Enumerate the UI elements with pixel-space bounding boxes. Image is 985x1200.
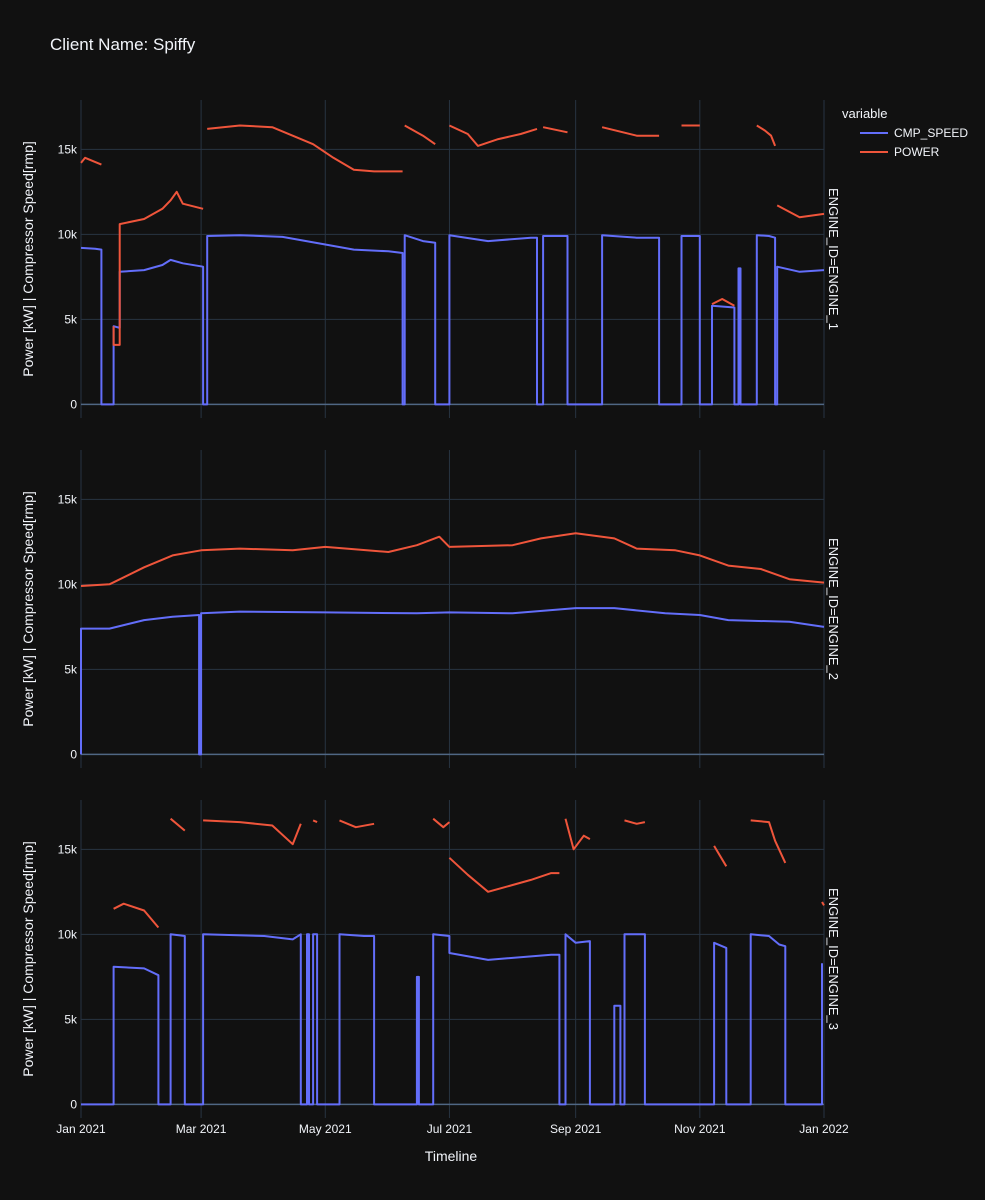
panel-1: 0 5k 10k 15k Power [kW] | Compressor Speed[r… — [20, 100, 841, 418]
series-cmp-speed-line[interactable] — [81, 933, 823, 1106]
y-tick-label: 10k — [58, 227, 78, 241]
series-cmp-speed-line[interactable] — [80, 234, 825, 406]
series-power-line[interactable] — [564, 818, 591, 851]
series-power-line[interactable] — [339, 819, 375, 829]
series-power-line[interactable] — [432, 817, 451, 829]
series-power-line[interactable] — [821, 901, 825, 906]
series-power-line[interactable] — [80, 532, 825, 587]
series-power-line[interactable] — [601, 126, 660, 137]
series-power-line[interactable] — [776, 204, 825, 219]
series-power-line[interactable] — [113, 902, 160, 929]
x-tick-label: Jan 2021 — [56, 1122, 106, 1136]
legend-title: variable — [842, 106, 888, 121]
legend-item-cmp-speed[interactable]: CMP_SPEED — [860, 126, 968, 140]
series-power-line[interactable] — [542, 126, 568, 134]
series-power-line[interactable] — [711, 298, 735, 307]
y-tick-label: 0 — [70, 747, 77, 761]
series-power-line[interactable] — [713, 845, 728, 867]
legend-label-cmp-speed: CMP_SPEED — [894, 126, 968, 140]
y-tick-label: 0 — [70, 397, 77, 411]
plot-area — [81, 800, 824, 1118]
series-power-line[interactable] — [756, 124, 777, 147]
plot-area — [81, 450, 824, 768]
legend-item-power[interactable]: POWER — [860, 145, 940, 159]
series-power-line[interactable] — [404, 124, 436, 146]
series-power-line[interactable] — [80, 156, 102, 166]
x-tick-label: Sep 2021 — [550, 1122, 602, 1136]
chart-title: Client Name: Spiffy — [50, 35, 196, 54]
y-axis-title: Power [kW] | Compressor Speed[rmp] — [20, 841, 36, 1076]
panel-2: 0 5k 10k 15k Power [kW] | Compressor Speed[r… — [20, 450, 841, 768]
legend[interactable]: variable CMP_SPEED POWER — [842, 106, 968, 159]
series-power-line[interactable] — [448, 124, 538, 147]
series-cmp-speed-line[interactable] — [80, 607, 825, 756]
y-axis-title: Power [kW] | Compressor Speed[rmp] — [20, 491, 36, 726]
series-power-line[interactable] — [312, 819, 318, 824]
y-tick-label: 15k — [58, 842, 78, 856]
x-tick-label: Mar 2021 — [176, 1122, 227, 1136]
series-power-line[interactable] — [448, 857, 560, 893]
facet-panels: 0 5k 10k 15k Power [kW] | Compressor Speed[r… — [20, 100, 841, 1118]
series-power-line[interactable] — [207, 124, 403, 173]
facet-label: ENGINE_ID=ENGINE_2 — [826, 538, 841, 680]
series-power-line[interactable] — [750, 819, 787, 864]
legend-label-power: POWER — [894, 145, 940, 159]
x-axis-title: Timeline — [425, 1148, 478, 1164]
y-tick-label: 10k — [58, 577, 78, 591]
panel-3: 0 5k 10k 15k Power [kW] | Compressor Speed[r… — [20, 800, 841, 1118]
x-tick-label: Jul 2021 — [427, 1122, 473, 1136]
y-tick-label: 0 — [70, 1097, 77, 1111]
x-tick-label: Nov 2021 — [674, 1122, 726, 1136]
y-tick-label: 5k — [64, 662, 78, 676]
x-tick-label: Jan 2022 — [799, 1122, 849, 1136]
series-power-line[interactable] — [169, 817, 186, 832]
x-tick-label: May 2021 — [299, 1122, 352, 1136]
facet-label: ENGINE_ID=ENGINE_1 — [826, 188, 841, 330]
y-tick-label: 15k — [58, 492, 78, 506]
x-axis: Jan 2021 Mar 2021 May 2021 Jul 2021 Sep 2021… — [56, 1122, 849, 1136]
y-tick-label: 15k — [58, 142, 78, 156]
series-power-line[interactable] — [203, 819, 302, 846]
series-power-line[interactable] — [112, 190, 204, 346]
y-tick-label: 5k — [64, 312, 78, 326]
y-tick-label: 5k — [64, 1012, 78, 1026]
y-axis-title: Power [kW] | Compressor Speed[rmp] — [20, 141, 36, 376]
facet-label: ENGINE_ID=ENGINE_3 — [826, 888, 841, 1030]
y-tick-label: 10k — [58, 927, 78, 941]
series-power-line[interactable] — [624, 819, 646, 825]
